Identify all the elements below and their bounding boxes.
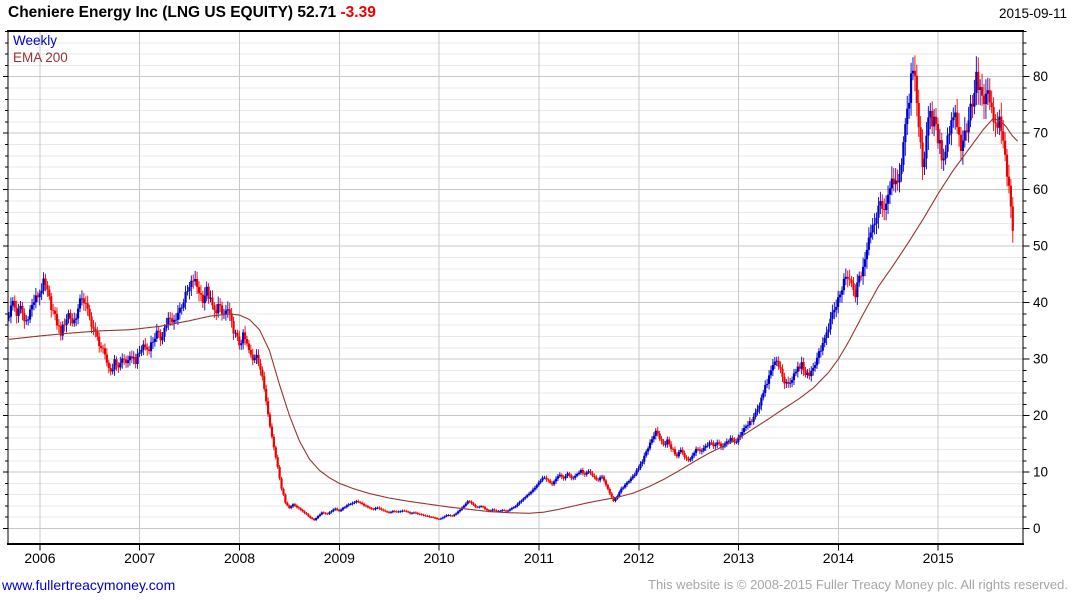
y-tick-label: 10 (1033, 465, 1048, 480)
page-title: Cheniere Energy Inc (LNG US EQUITY) 52.7… (8, 4, 376, 22)
legend-weekly: Weekly (13, 33, 58, 48)
y-tick-label: 80 (1033, 69, 1048, 84)
candlestick-series (7, 55, 1014, 521)
website-link[interactable]: www.fullertreacymoney.com (2, 577, 176, 593)
legend-ema-200: EMA 200 (13, 49, 68, 65)
y-tick-label: 40 (1033, 295, 1048, 310)
x-tick-label: 2012 (623, 550, 654, 566)
y-tick-label: 70 (1033, 126, 1048, 141)
copyright-text: This website is © 2008-2015 Fuller Treac… (648, 577, 1068, 592)
plot-border (7, 29, 1024, 545)
x-tick-label: 2010 (424, 550, 455, 566)
x-tick-label: 2015 (923, 550, 954, 566)
y-tick-label: 0 (1033, 521, 1041, 536)
x-tick-label: 2007 (124, 550, 155, 566)
grid-lines (8, 31, 1023, 544)
chart-legend: Weekly EMA 200 (13, 33, 68, 66)
x-tick-label: 2014 (823, 550, 854, 566)
instrument-title: Cheniere Energy Inc (LNG US EQUITY) (8, 4, 294, 21)
y-tick-label: 50 (1033, 239, 1048, 254)
x-axis: 2006 2007 2008 2009 2010 2011 2012 2013 2014 2015 (24, 544, 954, 566)
y-tick-label: 20 (1033, 408, 1048, 423)
x-tick-label: 2008 (224, 550, 255, 566)
y-axis: 0 10 20 30 40 50 60 70 80 (3, 31, 1048, 536)
y-tick-label: 30 (1033, 352, 1048, 367)
x-tick-label: 2009 (324, 550, 355, 566)
x-tick-label: 2013 (723, 550, 754, 566)
x-tick-label: 2006 (24, 550, 55, 566)
x-tick-label: 2011 (524, 550, 554, 566)
chart-date: 2015-09-11 (998, 6, 1067, 21)
y-tick-label: 60 (1033, 182, 1048, 197)
ema-line (8, 118, 1018, 514)
price-change: -3.39 (340, 4, 376, 21)
last-price: 52.71 (297, 4, 337, 21)
